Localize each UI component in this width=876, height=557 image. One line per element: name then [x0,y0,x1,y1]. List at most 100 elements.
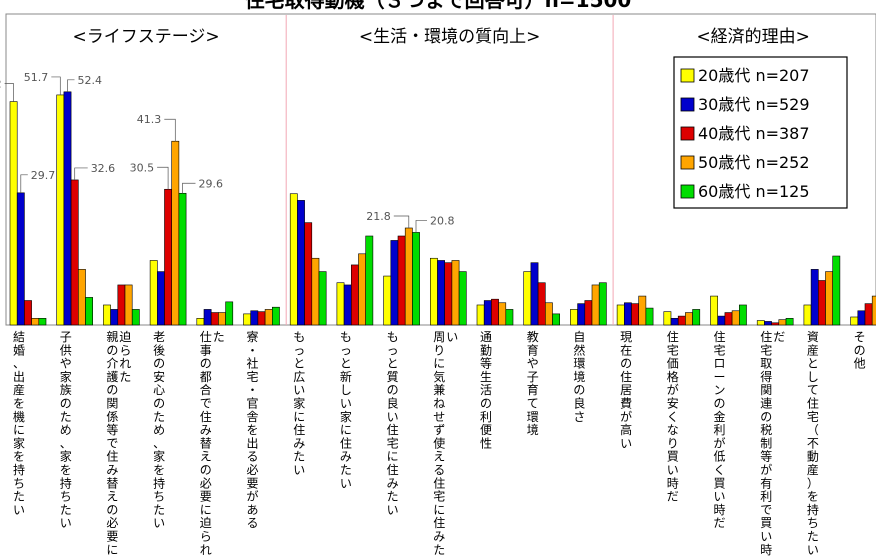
bar [103,304,111,326]
legend-entry: 30歳代 n=529 [698,95,810,114]
bar [616,304,625,326]
bar [685,312,693,326]
category-label: もっと広い家に住みたい [293,330,305,477]
bar [264,309,273,326]
group-label: <経済的理由> [696,27,810,47]
data-label-leader [20,174,28,193]
data-label: 29.6 [199,177,224,190]
bar [505,309,514,326]
data-label: 30.5 [130,161,155,174]
data-label: 50.2 [0,78,2,91]
bar [638,295,647,326]
legend-swatch [680,184,695,199]
bar [350,264,359,326]
bar [24,300,32,326]
bar [871,295,876,326]
bar [429,257,438,326]
bar [171,140,180,326]
legend-entry: 20歳代 n=207 [698,66,810,85]
bar [311,257,320,326]
group-label: <生活・環境の質向上> [359,27,541,47]
data-label-leader [74,167,88,180]
category-label: 仕事の都合で住み替えの必要に迫られた [200,330,225,557]
bar [817,280,826,326]
bar [544,302,553,326]
bar [131,309,140,326]
data-label: 51.7 [24,71,49,84]
chart-title: 住宅取得動機（３つまで回答可）n=1500 [245,0,632,12]
bar [243,313,251,326]
bar [803,304,812,326]
bar [304,222,313,326]
data-label: 29.7 [31,169,56,182]
bar [491,298,499,326]
bar [157,271,165,326]
bar [444,262,453,326]
bar [31,318,40,326]
bar [437,260,445,326]
data-label-leader [67,79,75,92]
data-labels: 50.2 29.7 51.7 52.4 32.6 30.5 41.3 29.6 21.8 20.8 [0,71,455,233]
bar [225,301,234,326]
bar [358,253,366,326]
bar [476,304,485,326]
bar [577,303,586,326]
bar [832,255,841,326]
data-label: 20.8 [430,214,455,227]
bar [38,318,47,326]
bar [289,193,298,326]
data-label-leader [182,182,196,194]
bar [70,179,79,326]
category-label: 資産として住宅（不動産）を持ちたい [807,330,819,557]
bar [810,269,819,326]
category-label: 老後の安心のため、家を持ちたい [153,330,165,530]
bar [250,310,259,326]
bar [498,302,507,326]
bar [552,313,560,326]
bar [218,312,226,326]
legend-entry: 60歳代 n=125 [698,182,810,201]
bar [383,275,392,326]
data-label: 32.6 [91,162,116,175]
bar [771,322,780,326]
bar [663,311,672,326]
bar [451,260,460,326]
group-label: <ライフステージ> [73,27,220,47]
data-label-leader [157,166,169,190]
bar [850,316,859,326]
category-label: 住宅ローンの金利が低く買い時だ [713,330,725,530]
legend-swatch [680,126,695,141]
category-labels: 結婚、出産を機に家を持ちたい 子供や家族のため、家を持ちたい 親の介護の関係等で住み… [13,329,866,557]
bar [825,271,833,326]
data-label-leader [415,220,427,233]
data-label-leader [393,215,410,228]
category-label: 結婚、出産を機に家を持ちたい [13,330,25,517]
category-label: もっと質の良い住宅に住みたい [387,330,399,517]
bar [731,310,740,326]
bar [343,284,352,326]
bar [584,300,593,326]
legend-swatch [680,68,695,83]
bar [570,309,578,326]
bar [124,284,133,326]
bar [78,269,86,326]
data-label-leader [51,76,61,95]
bar [318,271,327,326]
category-label: 周りに気兼ねせず使える住宅に住みたい [433,330,458,557]
bar [670,318,679,326]
bar [149,260,158,326]
bar [724,312,733,326]
bar [692,309,701,326]
category-label: もっと新しい家に住みたい [340,330,352,490]
bar [178,192,187,326]
category-label: 親の介護の関係等で住み替えの必要に迫られた [106,330,131,557]
bar [785,318,794,326]
bar [738,304,747,326]
category-label: 教育や子育て環境 [527,329,539,437]
data-label: 41.3 [137,113,162,126]
legend: 20歳代 n=207 30歳代 n=529 40歳代 n=387 50歳代 n=252… [673,56,848,209]
bars [9,91,876,326]
bar [85,297,93,326]
bar [591,284,600,326]
